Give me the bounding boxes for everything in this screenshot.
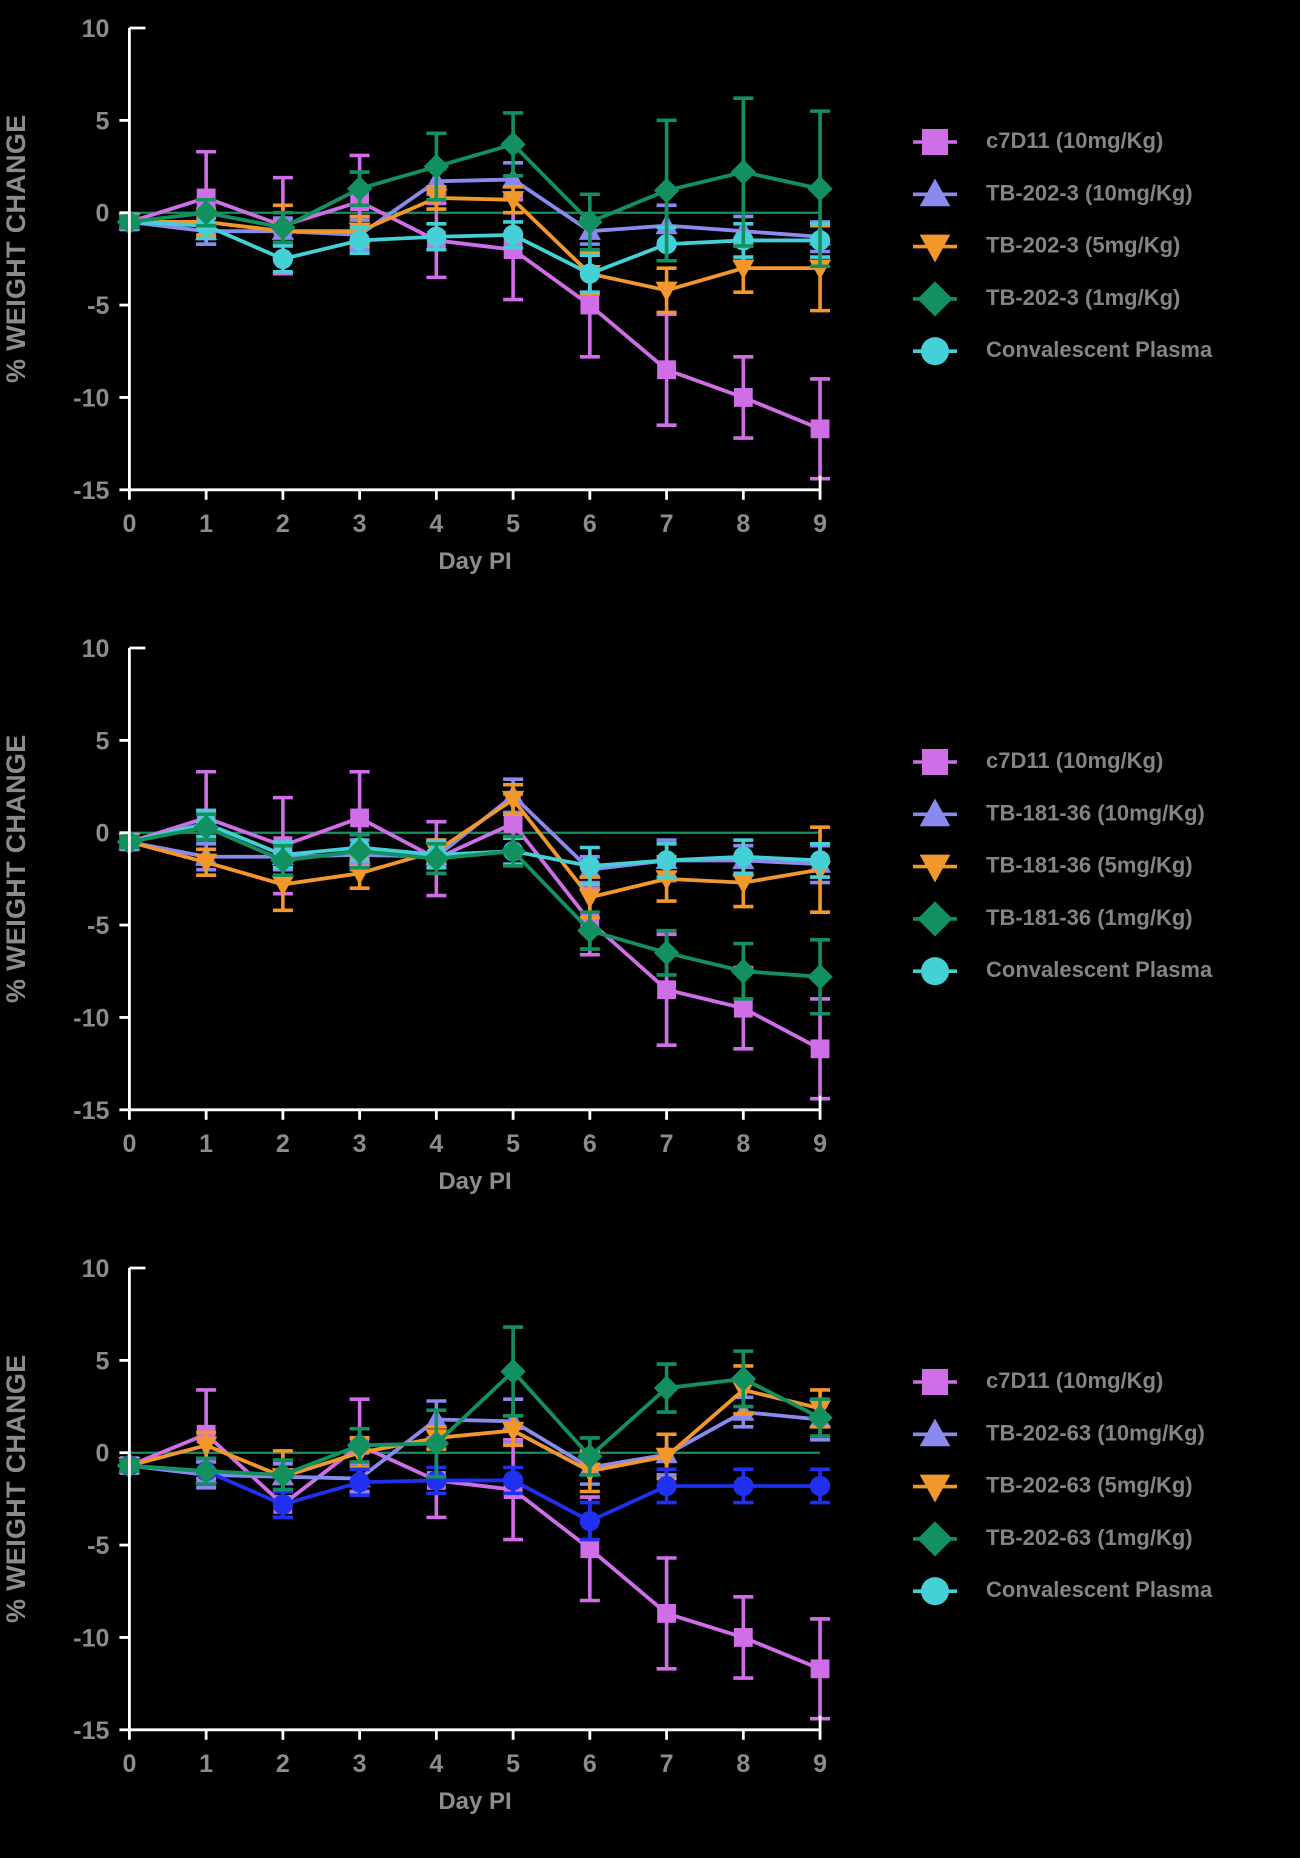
svg-text:3: 3	[353, 1750, 367, 1778]
svg-text:10: 10	[82, 635, 110, 663]
svg-text:4: 4	[429, 1130, 443, 1158]
svg-text:5: 5	[95, 1347, 109, 1375]
svg-text:-15: -15	[73, 477, 109, 505]
svg-text:1: 1	[199, 1130, 213, 1158]
svg-text:8: 8	[736, 510, 750, 538]
svg-text:c7D11 (10mg/Kg): c7D11 (10mg/Kg)	[986, 128, 1163, 153]
svg-text:4: 4	[429, 1750, 443, 1778]
svg-text:10: 10	[82, 1255, 110, 1283]
svg-text:-15: -15	[73, 1097, 109, 1125]
svg-text:0: 0	[95, 1440, 109, 1468]
svg-text:8: 8	[736, 1130, 750, 1158]
svg-text:Convalescent Plasma: Convalescent Plasma	[986, 1577, 1213, 1602]
svg-text:TB-202-3 (5mg/Kg): TB-202-3 (5mg/Kg)	[986, 233, 1180, 258]
svg-text:c7D11 (10mg/Kg): c7D11 (10mg/Kg)	[986, 1368, 1163, 1393]
svg-text:0: 0	[122, 1130, 136, 1158]
svg-text:1: 1	[199, 1750, 213, 1778]
svg-text:TB-202-63 (1mg/Kg): TB-202-63 (1mg/Kg)	[986, 1525, 1193, 1550]
svg-text:0: 0	[95, 200, 109, 228]
svg-text:6: 6	[583, 1750, 597, 1778]
svg-text:5: 5	[95, 727, 109, 755]
svg-text:7: 7	[660, 1130, 674, 1158]
svg-text:-5: -5	[87, 912, 109, 940]
svg-text:8: 8	[736, 1750, 750, 1778]
svg-text:6: 6	[583, 510, 597, 538]
svg-text:1: 1	[199, 510, 213, 538]
svg-text:TB-181-36 (5mg/Kg): TB-181-36 (5mg/Kg)	[986, 853, 1193, 878]
svg-text:TB-202-3 (1mg/Kg): TB-202-3 (1mg/Kg)	[986, 285, 1180, 310]
svg-text:-10: -10	[73, 1004, 109, 1032]
svg-text:4: 4	[429, 510, 443, 538]
svg-text:10: 10	[82, 15, 110, 43]
svg-text:2: 2	[276, 510, 290, 538]
svg-text:6: 6	[583, 1130, 597, 1158]
svg-text:2: 2	[276, 1750, 290, 1778]
svg-text:-10: -10	[73, 1624, 109, 1652]
svg-text:7: 7	[660, 510, 674, 538]
svg-text:5: 5	[506, 1750, 520, 1778]
svg-text:3: 3	[353, 510, 367, 538]
svg-text:-5: -5	[87, 1532, 109, 1560]
svg-text:-10: -10	[73, 384, 109, 412]
svg-text:5: 5	[506, 510, 520, 538]
svg-text:9: 9	[813, 1750, 827, 1778]
svg-text:TB-181-36 (1mg/Kg): TB-181-36 (1mg/Kg)	[986, 905, 1193, 930]
svg-text:TB-202-3 (10mg/Kg): TB-202-3 (10mg/Kg)	[986, 180, 1193, 205]
svg-text:7: 7	[660, 1750, 674, 1778]
svg-text:2: 2	[276, 1130, 290, 1158]
svg-text:5: 5	[95, 107, 109, 135]
svg-text:c7D11 (10mg/Kg): c7D11 (10mg/Kg)	[986, 748, 1163, 773]
svg-text:TB-202-63 (5mg/Kg): TB-202-63 (5mg/Kg)	[986, 1473, 1193, 1498]
svg-text:Convalescent Plasma: Convalescent Plasma	[986, 337, 1213, 362]
svg-text:0: 0	[95, 820, 109, 848]
svg-text:TB-181-36 (10mg/Kg): TB-181-36 (10mg/Kg)	[986, 800, 1205, 825]
svg-text:0: 0	[122, 1750, 136, 1778]
svg-text:-5: -5	[87, 292, 109, 320]
svg-text:-15: -15	[73, 1717, 109, 1745]
svg-text:Convalescent Plasma: Convalescent Plasma	[986, 957, 1213, 982]
svg-text:9: 9	[813, 510, 827, 538]
svg-text:3: 3	[353, 1130, 367, 1158]
svg-text:0: 0	[122, 510, 136, 538]
svg-text:9: 9	[813, 1130, 827, 1158]
svg-text:TB-202-63 (10mg/Kg): TB-202-63 (10mg/Kg)	[986, 1420, 1205, 1445]
svg-text:5: 5	[506, 1130, 520, 1158]
